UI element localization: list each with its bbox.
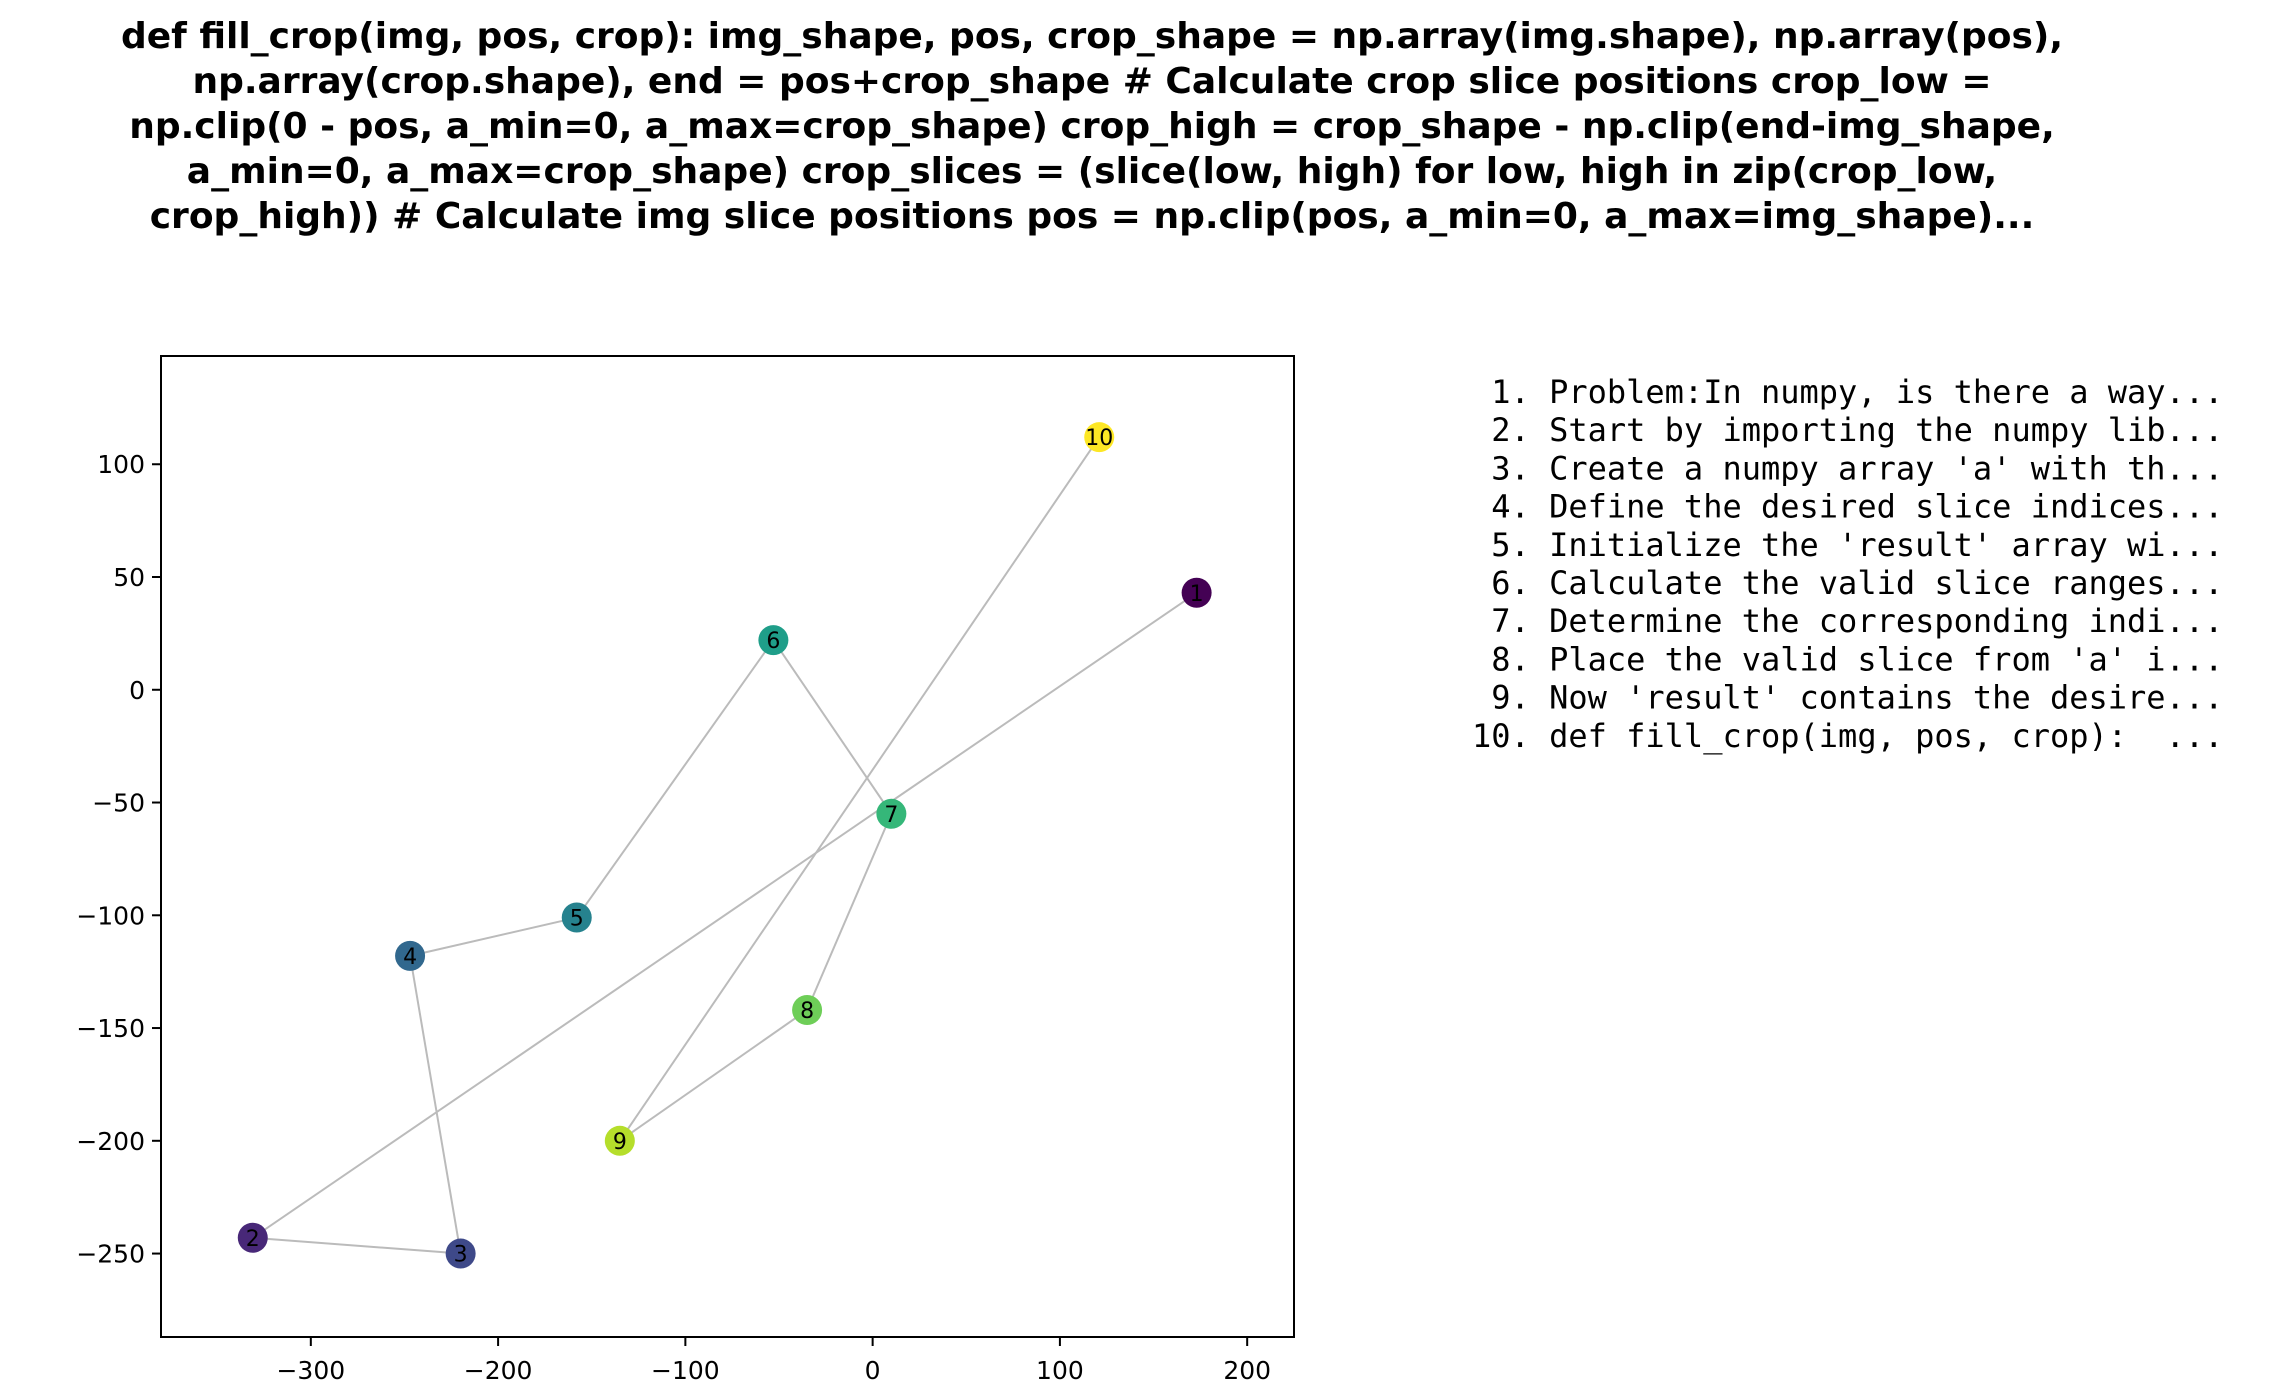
- point-label: 10: [1085, 426, 1113, 451]
- connecting-line: [806, 813, 893, 1011]
- data-point: [561, 902, 592, 933]
- data-point: [758, 625, 789, 656]
- point-label: 1: [1190, 582, 1204, 607]
- step-item: 3. Create a numpy array 'a' with th...: [1472, 449, 2223, 487]
- x-tick-label: −200: [464, 1356, 533, 1385]
- step-item: 6. Calculate the valid slice ranges...: [1472, 564, 2223, 602]
- point-label: 7: [884, 803, 898, 828]
- connecting-line: [409, 955, 462, 1254]
- data-points: [237, 422, 1212, 1269]
- x-tick-label: 0: [865, 1356, 881, 1385]
- connecting-line: [772, 639, 893, 815]
- y-tick-label: −250: [76, 1240, 145, 1269]
- point-label: 9: [613, 1130, 627, 1155]
- data-point: [604, 1125, 635, 1156]
- data-point: [792, 995, 823, 1025]
- x-tick-label: −100: [651, 1356, 720, 1385]
- point-label: 4: [403, 945, 417, 970]
- data-point: [445, 1238, 476, 1269]
- connecting-line: [409, 916, 577, 957]
- data-point: [1181, 577, 1212, 608]
- data-point: [395, 940, 426, 971]
- point-labels: 1 2 3 4 5 6 7 8 9 10: [246, 426, 1204, 1267]
- step-item: 4. Define the desired slice indices...: [1472, 488, 2223, 526]
- connecting-line: [252, 591, 1198, 1239]
- data-point: [1084, 422, 1115, 453]
- y-tick-label: 0: [129, 676, 145, 705]
- y-tick-label: −100: [76, 901, 145, 930]
- connecting-line: [619, 1009, 808, 1142]
- point-label: 5: [570, 907, 584, 932]
- step-item: 5. Initialize the 'result' array wi...: [1472, 526, 2223, 564]
- y-tick-label: −200: [76, 1127, 145, 1156]
- title-line: def fill_crop(img, pos, crop): img_shape…: [121, 16, 2063, 57]
- step-item: 10. def fill_crop(img, pos, crop): ...: [1472, 717, 2223, 755]
- point-label: 8: [800, 999, 814, 1024]
- step-item: 2. Start by importing the numpy lib...: [1472, 411, 2223, 449]
- title-line: np.array(crop.shape), end = pos+crop_sha…: [192, 61, 1991, 102]
- step-item: 9. Now 'result' contains the desire...: [1472, 679, 2223, 717]
- title-line: a_min=0, a_max=crop_shape) crop_slices =…: [187, 151, 1997, 192]
- y-tick-label: −150: [76, 1014, 145, 1043]
- x-tick-label: −300: [276, 1356, 345, 1385]
- point-label: 6: [766, 629, 780, 654]
- step-item: 8. Place the valid slice from 'a' i...: [1472, 640, 2223, 678]
- y-tick-label: 100: [97, 450, 145, 479]
- connecting-line: [618, 436, 1101, 1142]
- point-label: 3: [454, 1243, 468, 1268]
- steps-list: 1. Problem:In numpy, is there a way... 2…: [1472, 373, 2223, 755]
- connecting-line: [252, 1236, 461, 1255]
- x-tick-label: 200: [1223, 1356, 1271, 1385]
- step-item: 7. Determine the corresponding indi...: [1472, 602, 2223, 640]
- point-label: 2: [246, 1227, 260, 1252]
- title-line: np.clip(0 - pos, a_min=0, a_max=crop_sha…: [129, 106, 2055, 147]
- connecting-line: [575, 639, 775, 919]
- plot-area: [160, 355, 1295, 1338]
- title-line: crop_high)) # Calculate img slice positi…: [150, 196, 2035, 237]
- connecting-lines: [252, 436, 1198, 1255]
- step-item: 1. Problem:In numpy, is there a way...: [1472, 373, 2223, 411]
- y-tick-label: 50: [113, 563, 145, 592]
- x-tick-label: 100: [1036, 1356, 1084, 1385]
- axes-ticks: −300 −200 −100 0 100 200 100 50 0 −50 −100 −150 −200…: [76, 450, 1271, 1385]
- data-point: [237, 1222, 268, 1253]
- y-tick-label: −50: [92, 789, 145, 818]
- data-point: [876, 798, 907, 829]
- chart-title: def fill_crop(img, pos, crop): img_shape…: [121, 16, 2063, 237]
